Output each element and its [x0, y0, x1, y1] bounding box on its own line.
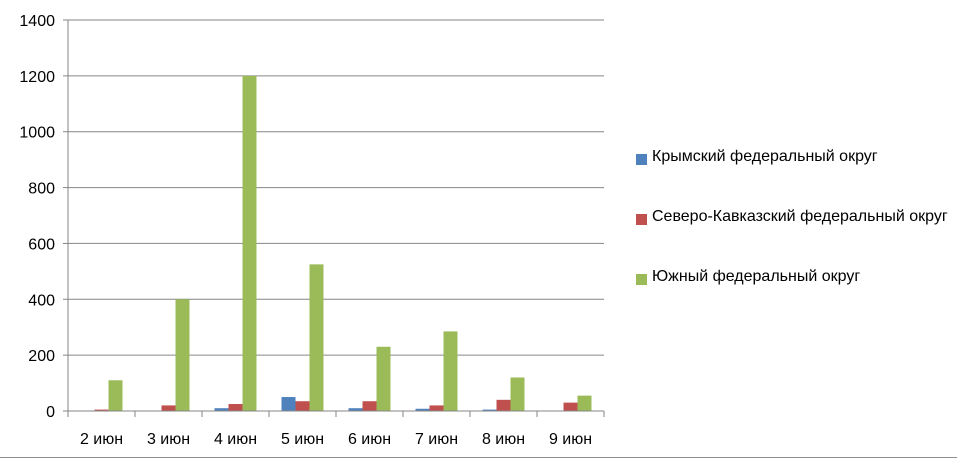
axes	[67, 20, 604, 412]
y-tick-label: 1000	[19, 125, 55, 142]
y-tick-label: 0	[46, 404, 55, 421]
gridlines	[68, 19, 604, 356]
bar	[510, 377, 525, 411]
legend-item-north-caucasus: Северо-Кавказский федеральный округ	[636, 204, 951, 230]
x-tick-label: 3 июн	[147, 431, 190, 448]
bars	[94, 75, 592, 411]
bar	[242, 75, 257, 411]
bar	[429, 405, 444, 411]
legend-label-crimea: Крымский федеральный округ	[652, 148, 878, 165]
bar	[94, 409, 109, 411]
x-tick-label: 9 июн	[549, 431, 592, 448]
y-tick-label: 200	[28, 348, 55, 365]
legend-label-north-caucasus: Северо-Кавказский федеральный округ	[652, 208, 948, 225]
bar	[577, 395, 592, 411]
bar	[415, 408, 430, 411]
bar	[376, 346, 391, 411]
y-tick-label: 400	[28, 292, 55, 309]
bar	[214, 408, 229, 411]
y-axis-ticks: 0 200 400 600 800 1000 1200 1400	[19, 13, 68, 421]
x-tick-label: 7 июн	[415, 431, 458, 448]
bar	[175, 299, 190, 411]
legend-swatch-crimea	[636, 154, 647, 165]
x-tick-label: 8 июн	[482, 431, 525, 448]
bar	[362, 401, 377, 411]
legend-swatch-north-caucasus	[636, 214, 647, 225]
y-tick-label: 1400	[19, 13, 55, 30]
y-tick-label: 800	[28, 181, 55, 198]
x-tick-label: 6 июн	[348, 431, 391, 448]
legend-label-south: Южный федеральный округ	[652, 268, 861, 285]
bar	[309, 264, 324, 411]
bar	[281, 397, 296, 411]
bottom-border	[0, 457, 957, 458]
bar	[482, 409, 497, 411]
bar	[108, 380, 123, 411]
bar	[228, 404, 243, 411]
legend-item-crimea: Крымский федеральный округ	[636, 144, 951, 170]
bar	[295, 401, 310, 411]
bar	[161, 405, 176, 411]
y-tick-label: 600	[28, 236, 55, 253]
bar	[348, 408, 363, 411]
y-tick-label: 1200	[19, 69, 55, 86]
bar	[563, 402, 578, 411]
bar	[496, 399, 511, 411]
x-axis-ticks: 2 июн 3 июн 4 июн 5 июн 6 июн 7 июн 8 июн 9 июн	[67, 411, 605, 448]
legend-item-south: Южный федеральный округ	[636, 264, 951, 290]
x-tick-label: 2 июн	[80, 431, 123, 448]
x-tick-label: 4 июн	[214, 431, 257, 448]
legend-swatch-south	[636, 274, 647, 285]
bar	[443, 331, 458, 411]
x-tick-label: 5 июн	[281, 431, 324, 448]
